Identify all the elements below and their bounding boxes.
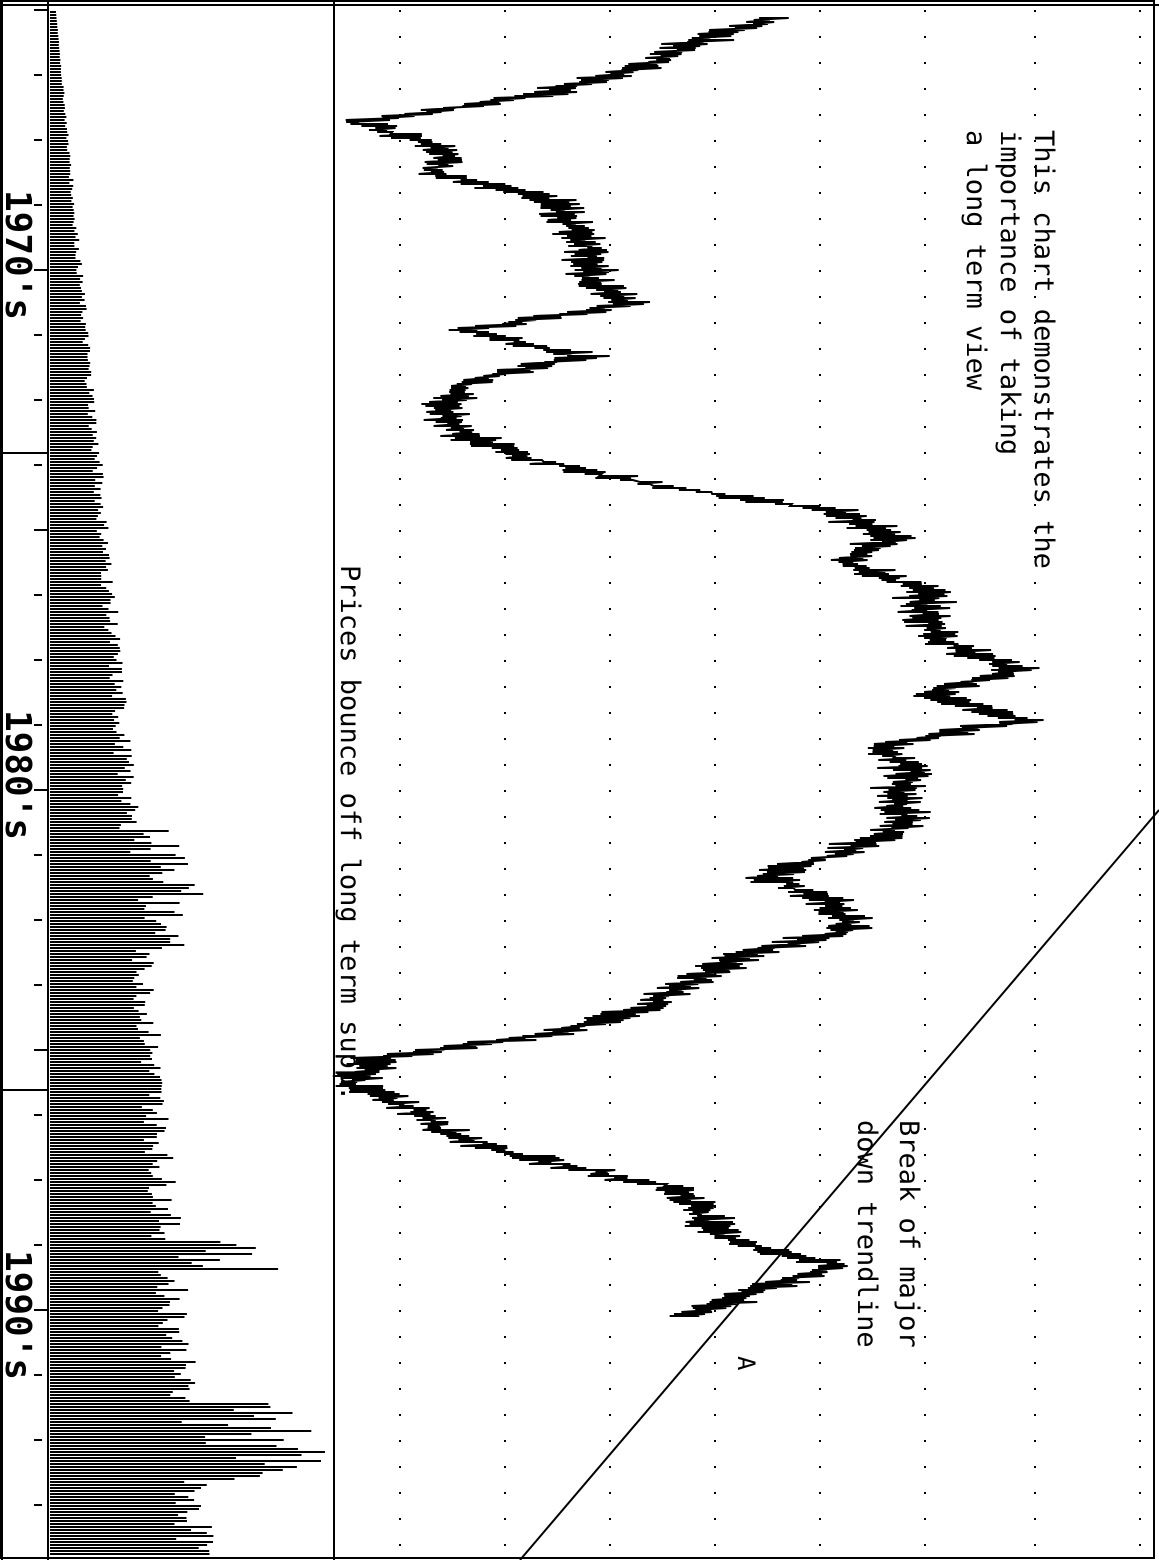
title-annotation-line-3: a long term view <box>960 130 991 391</box>
time-ticks <box>34 9 48 1506</box>
price-bars <box>332 17 1044 1317</box>
title-annotation-line-1: This chart demonstrates the <box>1028 130 1059 569</box>
decade-label-1990s: 1990's <box>0 1250 38 1380</box>
price-series <box>332 17 1044 1317</box>
major-down-trendline <box>519 809 1159 1560</box>
volume-bar-set <box>50 11 325 1555</box>
trendline-break-annotation: Break of major down trendline <box>851 1120 924 1364</box>
decade-label-1980s: 1980's <box>0 710 38 840</box>
trendline-break-line-2: down trendline <box>851 1120 882 1348</box>
decade-label-1970s: 1970's <box>0 190 38 320</box>
trendline-break-line-1: Break of major <box>893 1120 924 1348</box>
support-annotation: Prices bounce off long term supp. <box>334 565 365 1101</box>
title-annotation: This chart demonstrates the importance o… <box>960 130 1059 585</box>
volume-bars <box>50 11 325 1555</box>
point-a-label: A <box>732 1356 760 1371</box>
title-annotation-line-2: importance of taking <box>994 130 1025 455</box>
